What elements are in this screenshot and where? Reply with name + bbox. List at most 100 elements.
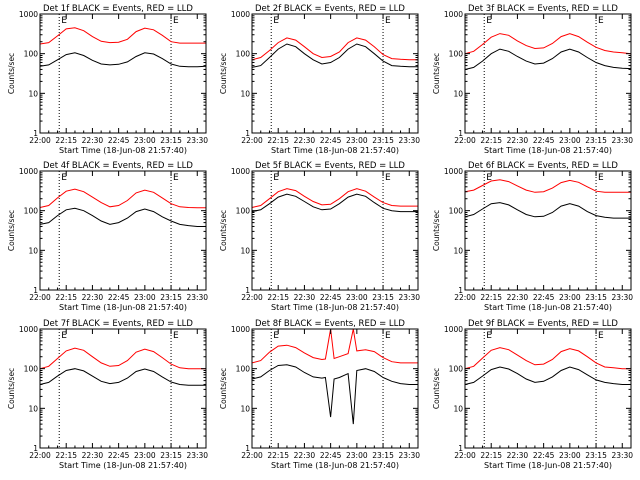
detector-panel-1: Det 1f BLACK = Events, RED = LLD E E 1 10 100… — [7, 4, 208, 155]
x-tick-label: 23:00 — [559, 293, 581, 302]
x-tick-label: 23:30 — [398, 451, 420, 460]
y-tick-label: 100 — [24, 207, 39, 216]
x-tick-label: 23:00 — [559, 136, 581, 145]
event-marker-label: E — [598, 173, 604, 183]
y-tick-label: 1000 — [444, 167, 463, 176]
y-tick-label: 10 — [240, 404, 250, 413]
series-line-lld — [39, 27, 206, 45]
y-tick-label: 100 — [449, 207, 464, 216]
x-tick-label: 22:45 — [108, 293, 130, 302]
event-marker-label: E — [61, 331, 67, 341]
event-marker-label: E — [273, 173, 279, 183]
y-tick-label: 1000 — [19, 325, 38, 334]
x-tick-label: 22:45 — [533, 136, 555, 145]
x-tick-label: 23:30 — [398, 293, 420, 302]
x-tick-label: 22:15 — [55, 451, 77, 460]
series-line-lld — [251, 188, 418, 208]
y-tick-label: 1 — [458, 444, 463, 453]
detector-panel-2: Det 2f BLACK = Events, RED = LLD E E 1 10 100… — [219, 4, 420, 155]
x-tick-label: 22:15 — [267, 293, 289, 302]
x-axis-label: Start Time (18-Jun-08 21:57:40) — [271, 146, 399, 155]
x-tick-label: 23:00 — [346, 451, 368, 460]
x-tick-label: 23:15 — [372, 451, 394, 460]
detector-panel-6: Det 6f BLACK = Events, RED = LLD E E 1 10 100… — [432, 161, 633, 312]
series-line-lld — [39, 347, 206, 370]
event-marker-label: E — [61, 173, 67, 183]
x-tick-label: 22:45 — [320, 293, 342, 302]
x-tick-label: 22:00 — [454, 451, 476, 460]
x-tick-label: 22:15 — [480, 451, 502, 460]
y-tick-label: 1 — [458, 286, 463, 295]
y-tick-label: 10 — [453, 89, 463, 98]
x-tick-label: 22:00 — [29, 451, 51, 460]
y-tick-label: 1 — [245, 129, 250, 138]
detector-panel-4: Det 4f BLACK = Events, RED = LLD E E 1 10 100… — [7, 161, 208, 312]
plot-frame — [39, 13, 207, 134]
plot-frame — [251, 328, 419, 449]
y-tick-label: 1 — [33, 129, 38, 138]
panel-title: Det 6f BLACK = Events, RED = LLD — [468, 161, 618, 171]
y-tick-label: 100 — [236, 50, 251, 59]
x-tick-label: 23:30 — [611, 451, 633, 460]
x-axis-label: Start Time (18-Jun-08 21:57:40) — [59, 461, 187, 470]
x-tick-label: 22:15 — [267, 136, 289, 145]
event-marker-label: E — [61, 16, 67, 26]
x-tick-label: 23:00 — [346, 136, 368, 145]
y-tick-label: 10 — [453, 246, 463, 255]
x-tick-label: 22:30 — [82, 293, 104, 302]
series-line-events — [251, 193, 418, 213]
plot-frame — [251, 13, 419, 134]
y-tick-label: 1000 — [231, 325, 250, 334]
x-tick-label: 23:00 — [134, 451, 156, 460]
y-tick-label: 1000 — [231, 10, 250, 19]
y-axis-label: Counts/sec — [7, 368, 16, 409]
x-tick-label: 23:00 — [134, 136, 156, 145]
x-tick-label: 22:30 — [507, 451, 529, 460]
y-tick-label: 100 — [236, 365, 251, 374]
x-tick-label: 23:15 — [372, 293, 394, 302]
event-marker-label: E — [486, 16, 492, 26]
panel-title: Det 4f BLACK = Events, RED = LLD — [43, 161, 193, 171]
panel-title: Det 3f BLACK = Events, RED = LLD — [468, 4, 618, 14]
x-tick-label: 22:30 — [507, 293, 529, 302]
x-tick-label: 22:00 — [454, 136, 476, 145]
x-axis-label: Start Time (18-Jun-08 21:57:40) — [484, 303, 612, 312]
x-tick-label: 23:30 — [611, 136, 633, 145]
x-tick-label: 22:15 — [55, 293, 77, 302]
panel-title: Det 2f BLACK = Events, RED = LLD — [255, 4, 405, 14]
y-tick-label: 100 — [449, 365, 464, 374]
plot-frame — [39, 170, 207, 291]
x-tick-label: 22:00 — [29, 293, 51, 302]
y-tick-label: 10 — [28, 246, 38, 255]
y-tick-label: 100 — [24, 50, 39, 59]
x-tick-label: 22:15 — [480, 136, 502, 145]
event-marker-label: E — [385, 331, 391, 341]
y-tick-label: 1 — [33, 286, 38, 295]
y-axis-label: Counts/sec — [432, 53, 441, 94]
y-tick-label: 1000 — [444, 10, 463, 19]
plot-frame — [251, 170, 419, 291]
series-line-events — [39, 207, 206, 227]
y-axis-label: Counts/sec — [432, 210, 441, 251]
y-tick-label: 10 — [28, 404, 38, 413]
series-line-events — [251, 43, 418, 68]
series-line-events — [39, 368, 206, 386]
detector-panel-7: Det 7f BLACK = Events, RED = LLD E E 1 10 100… — [7, 319, 208, 470]
plot-frame — [464, 170, 632, 291]
plot-frame — [464, 328, 632, 449]
x-tick-label: 23:30 — [186, 136, 208, 145]
x-tick-label: 22:15 — [480, 293, 502, 302]
panel-title: Det 5f BLACK = Events, RED = LLD — [255, 161, 405, 171]
x-tick-label: 22:00 — [241, 136, 263, 145]
y-axis-label: Counts/sec — [219, 53, 228, 94]
x-tick-label: 22:45 — [320, 451, 342, 460]
x-axis-label: Start Time (18-Jun-08 21:57:40) — [484, 461, 612, 470]
x-tick-label: 22:45 — [320, 136, 342, 145]
y-axis-label: Counts/sec — [7, 210, 16, 251]
event-marker-label: E — [486, 331, 492, 341]
series-line-events — [464, 202, 631, 219]
x-axis-label: Start Time (18-Jun-08 21:57:40) — [59, 146, 187, 155]
x-axis-label: Start Time (18-Jun-08 21:57:40) — [59, 303, 187, 312]
x-tick-label: 23:15 — [160, 293, 182, 302]
